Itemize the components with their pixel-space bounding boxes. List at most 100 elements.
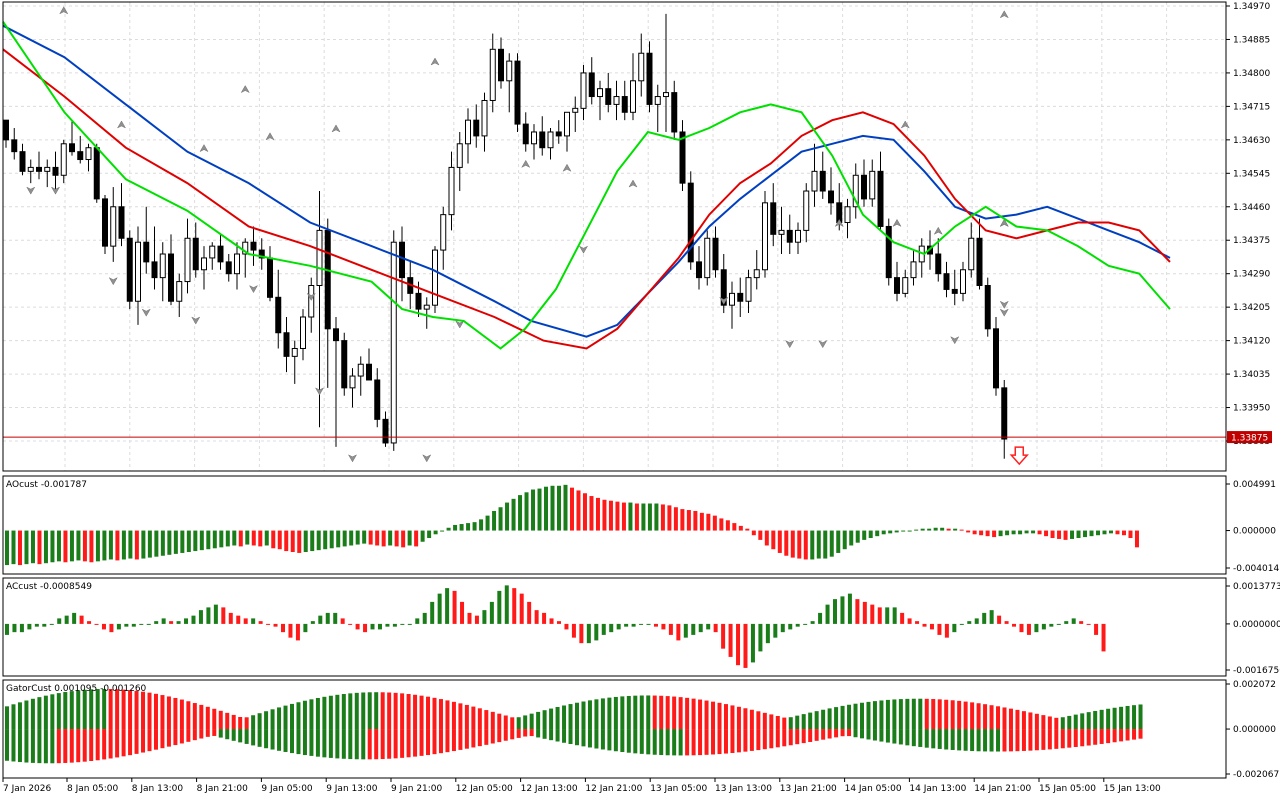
candle[interactable] xyxy=(770,183,777,247)
candle[interactable] xyxy=(366,348,372,381)
candle[interactable] xyxy=(514,53,521,132)
candle[interactable] xyxy=(341,332,348,396)
candle[interactable] xyxy=(498,37,504,89)
candle[interactable] xyxy=(382,411,389,447)
candle[interactable] xyxy=(885,218,892,286)
candle[interactable] xyxy=(291,340,298,384)
candle[interactable] xyxy=(580,65,587,121)
candle[interactable] xyxy=(803,183,810,243)
candle[interactable] xyxy=(374,368,381,428)
candle[interactable] xyxy=(960,261,966,302)
candle[interactable] xyxy=(456,131,463,192)
candle[interactable] xyxy=(283,316,290,373)
candle[interactable] xyxy=(242,238,249,278)
candle[interactable] xyxy=(696,246,702,290)
candle[interactable] xyxy=(844,198,851,239)
candle[interactable] xyxy=(69,120,75,156)
candle[interactable] xyxy=(44,159,51,188)
candle[interactable] xyxy=(786,214,793,255)
candle[interactable] xyxy=(943,261,950,298)
candle[interactable] xyxy=(151,226,158,290)
candle[interactable] xyxy=(85,143,92,172)
candle[interactable] xyxy=(869,159,876,207)
candle[interactable] xyxy=(300,309,306,361)
candle[interactable] xyxy=(894,261,900,302)
candle[interactable] xyxy=(176,273,183,317)
candle[interactable] xyxy=(531,124,537,160)
candle[interactable] xyxy=(209,242,216,270)
candle[interactable] xyxy=(539,116,546,156)
candle[interactable] xyxy=(811,143,818,207)
candle[interactable] xyxy=(432,246,438,314)
candle[interactable] xyxy=(19,143,26,176)
candle[interactable] xyxy=(192,222,199,278)
candle[interactable] xyxy=(852,163,859,219)
candle[interactable] xyxy=(877,151,884,231)
candle[interactable] xyxy=(399,226,405,302)
candle[interactable] xyxy=(828,167,834,215)
candle[interactable] xyxy=(753,250,760,290)
candle[interactable] xyxy=(110,187,117,262)
candle[interactable] xyxy=(357,356,364,396)
candle[interactable] xyxy=(267,246,273,302)
candle[interactable] xyxy=(663,13,669,132)
candle[interactable] xyxy=(184,218,191,294)
candle[interactable] xyxy=(93,143,100,203)
candle[interactable] xyxy=(819,151,826,199)
candle[interactable] xyxy=(258,238,265,270)
ao-panel[interactable]: AOcust -0.001787 0.004991 0.000000 -0.00401… xyxy=(2,475,1279,575)
candle[interactable] xyxy=(489,33,496,113)
candle[interactable] xyxy=(234,242,240,290)
candle[interactable] xyxy=(861,159,867,207)
candle[interactable] xyxy=(795,222,801,255)
candle[interactable] xyxy=(621,80,628,121)
candle[interactable] xyxy=(597,80,603,121)
candle[interactable] xyxy=(976,218,983,290)
candle[interactable] xyxy=(984,277,991,337)
candle[interactable] xyxy=(349,368,356,408)
candle[interactable] xyxy=(440,206,447,270)
candle[interactable] xyxy=(60,139,67,184)
candle[interactable] xyxy=(225,254,232,282)
candle[interactable] xyxy=(993,316,999,396)
candle[interactable] xyxy=(143,206,150,274)
candle[interactable] xyxy=(630,53,636,121)
candle[interactable] xyxy=(737,277,744,317)
candle[interactable] xyxy=(687,171,694,270)
gator-panel[interactable]: GatorCust 0.001095 -0.001260 0.0020720.00… xyxy=(2,679,1279,780)
candle[interactable] xyxy=(646,41,653,113)
candle[interactable] xyxy=(168,234,174,306)
candle[interactable] xyxy=(390,230,397,451)
candle[interactable] xyxy=(159,242,166,302)
candle[interactable] xyxy=(572,96,579,132)
candle[interactable] xyxy=(465,108,471,164)
candle[interactable] xyxy=(217,234,224,270)
candle[interactable] xyxy=(481,92,488,152)
candle[interactable] xyxy=(135,226,141,325)
candle[interactable] xyxy=(918,238,925,278)
candle[interactable] xyxy=(506,53,513,113)
candle[interactable] xyxy=(423,297,430,329)
candle[interactable] xyxy=(671,80,678,140)
candle[interactable] xyxy=(778,206,785,255)
candle[interactable] xyxy=(3,119,9,148)
candle[interactable] xyxy=(654,84,661,132)
candle[interactable] xyxy=(712,226,719,278)
candle[interactable] xyxy=(308,277,315,333)
candle[interactable] xyxy=(679,120,686,192)
candle[interactable] xyxy=(52,151,59,192)
candle[interactable] xyxy=(555,120,562,144)
candle[interactable] xyxy=(473,104,480,148)
candle[interactable] xyxy=(27,159,34,184)
candle[interactable] xyxy=(316,191,323,428)
candle[interactable] xyxy=(11,128,18,160)
candle[interactable] xyxy=(126,230,133,310)
price-panel[interactable]: 1.34970 1.34885 1.34800 1.34715 1.34630 1.345… xyxy=(2,0,1272,472)
candle[interactable] xyxy=(201,246,207,290)
candle[interactable] xyxy=(102,194,108,255)
candle[interactable] xyxy=(605,72,612,113)
candle[interactable] xyxy=(448,151,455,231)
candle[interactable] xyxy=(547,128,554,160)
